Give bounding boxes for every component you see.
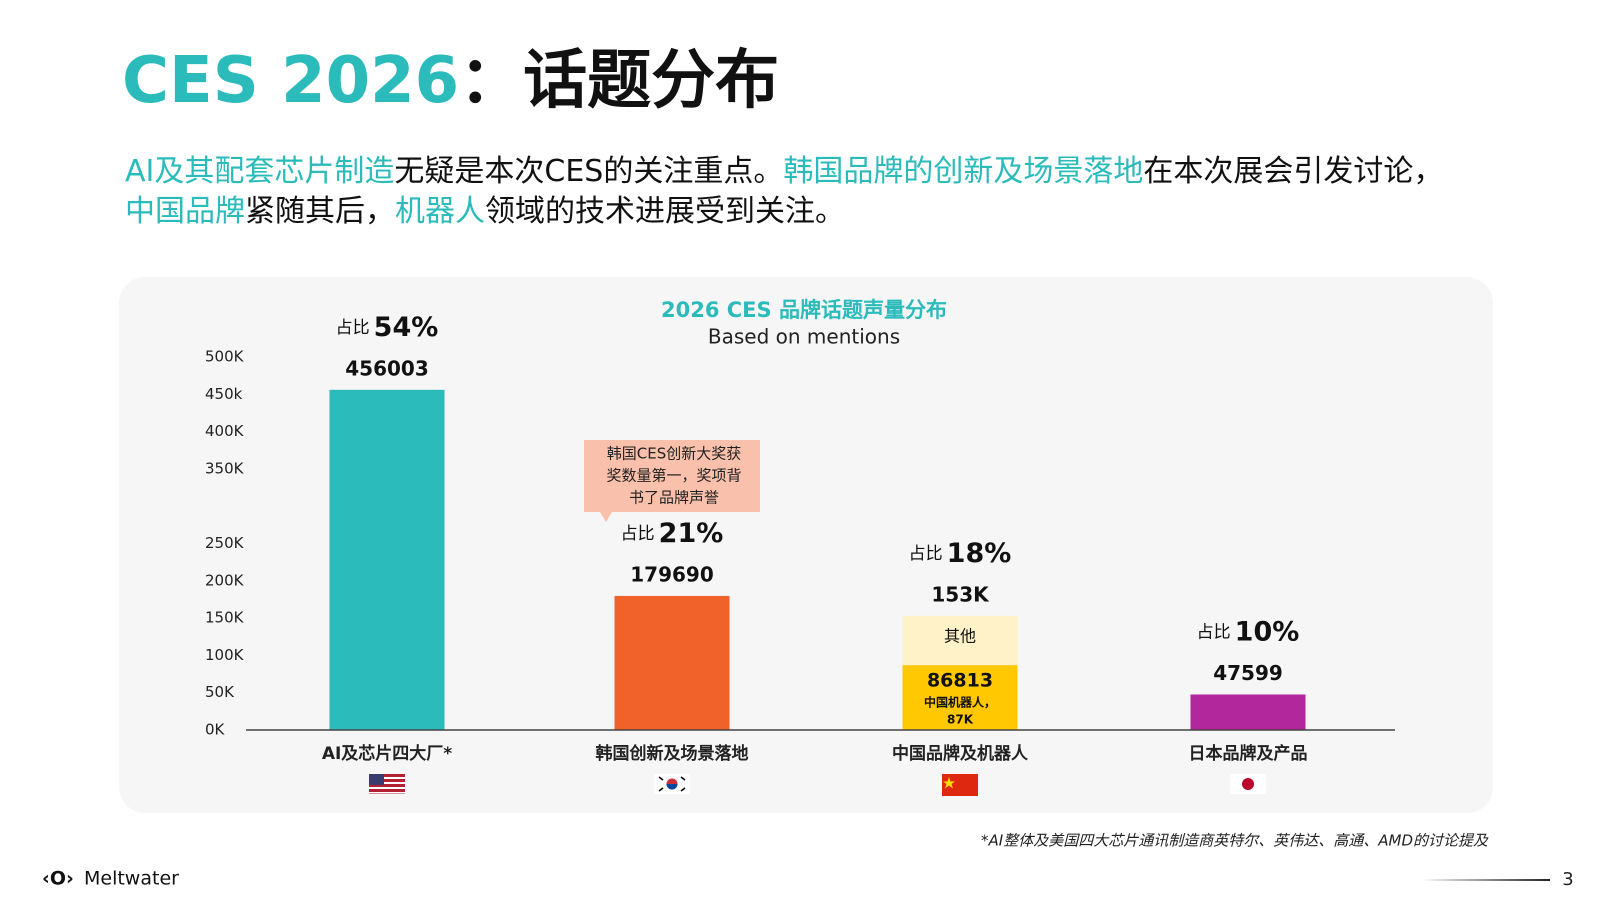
- inner-bar: [902, 665, 1018, 730]
- share-prefix: 占比: [909, 544, 943, 564]
- share-label: 占比 54%: [336, 311, 439, 342]
- logo: ‹O› Meltwater: [42, 868, 179, 890]
- y-tick-label: 450k: [205, 385, 243, 403]
- y-tick-label: 500K: [205, 348, 245, 366]
- chart-subtitle: Based on mentions: [708, 325, 900, 349]
- share-label: 占比 21%: [621, 517, 724, 548]
- y-tick-label: 350K: [205, 459, 245, 477]
- y-tick-label: 150K: [205, 609, 245, 627]
- intro-segment: 韩国品牌的创新及场景落地: [783, 154, 1143, 189]
- intro-segment: 领域的技术进展受到关注。: [485, 194, 845, 229]
- intro-line: AI及其配套芯片制造无疑是本次CES的关注重点。韩国品牌的创新及场景落地在本次展…: [125, 154, 1443, 189]
- callout-text: 书了品牌声誉: [629, 488, 719, 506]
- y-tick-label: 250K: [205, 534, 245, 552]
- footnote: *AI整体及美国四大芯片通讯制造商英特尔、英伟达、高通、AMD的讨论提及: [981, 832, 1489, 850]
- intro-line: 中国品牌紧随其后，机器人领域的技术进展受到关注。: [125, 194, 845, 229]
- intro-segment: 在本次展会引发讨论，: [1143, 154, 1443, 189]
- share-value: 18%: [947, 537, 1012, 568]
- chart-panel: [119, 277, 1493, 813]
- share-prefix: 占比: [336, 318, 370, 338]
- y-tick-label: 0K: [205, 721, 226, 739]
- intro-segment: 紧随其后，: [245, 194, 395, 229]
- callout-text: 韩国CES创新大奖获: [607, 444, 741, 462]
- logo-text: Meltwater: [84, 868, 179, 890]
- bar: [614, 595, 730, 730]
- intro-segment: 机器人: [395, 194, 485, 229]
- flag-kr: [654, 774, 690, 794]
- share-prefix: 占比: [1197, 622, 1231, 642]
- x-tick-label: 中国品牌及机器人: [892, 743, 1029, 764]
- footer-line: [1420, 879, 1550, 881]
- share-value: 10%: [1235, 616, 1300, 647]
- flag-jp: [1230, 774, 1266, 794]
- intro: AI及其配套芯片制造无疑是本次CES的关注重点。韩国品牌的创新及场景落地在本次展…: [125, 154, 1443, 229]
- bar: [1190, 694, 1306, 730]
- y-tick-label: 200K: [205, 571, 245, 589]
- callout: [584, 439, 760, 522]
- slide-title: CES 2026：话题分布: [122, 44, 779, 118]
- intro-segment: AI及其配套芯片制造: [125, 154, 394, 189]
- chart-title: 2026 CES 品牌话题声量分布: [661, 298, 947, 322]
- x-tick-label: 日本品牌及产品: [1189, 743, 1308, 764]
- value-label: 456003: [345, 356, 429, 380]
- page-number: 3: [1562, 869, 1573, 890]
- y-tick-label: 400K: [205, 422, 245, 440]
- chart: 500K 450k 400K 350K 250K 200K 150K 100K 50K 0K 456…: [205, 311, 1395, 764]
- y-tick-label: 100K: [205, 646, 245, 664]
- value-label: 47599: [1213, 661, 1283, 685]
- intro-segment: 中国品牌: [125, 194, 245, 229]
- title-prefix: CES 2026: [122, 44, 459, 118]
- flag-cn: [942, 774, 978, 796]
- share-value: 21%: [659, 517, 724, 548]
- title-rest: ：话题分布: [459, 44, 779, 118]
- share-value: 54%: [374, 311, 439, 342]
- value-label: 179690: [630, 562, 714, 586]
- flag-us: [369, 774, 405, 794]
- bar: [329, 389, 445, 730]
- inner-value-label: 87K: [947, 713, 974, 727]
- x-tick-label: AI及芯片四大厂*: [322, 743, 452, 764]
- y-tick-label: 50K: [205, 683, 235, 701]
- share-label: 占比 18%: [909, 537, 1012, 568]
- share-label: 占比 10%: [1197, 616, 1300, 647]
- intro-segment: 无疑是本次CES的关注重点。: [394, 154, 783, 189]
- inner-value: 86813: [927, 670, 993, 692]
- logo-mark: ‹O›: [42, 868, 74, 890]
- callout-text: 奖数量第一，奖项背: [606, 466, 741, 484]
- value-label: 153K: [931, 582, 990, 606]
- other-label: 其他: [944, 626, 976, 645]
- x-tick-label: 韩国创新及场景落地: [596, 743, 749, 764]
- share-prefix: 占比: [621, 524, 655, 544]
- inner-name: 中国机器人，: [924, 695, 996, 710]
